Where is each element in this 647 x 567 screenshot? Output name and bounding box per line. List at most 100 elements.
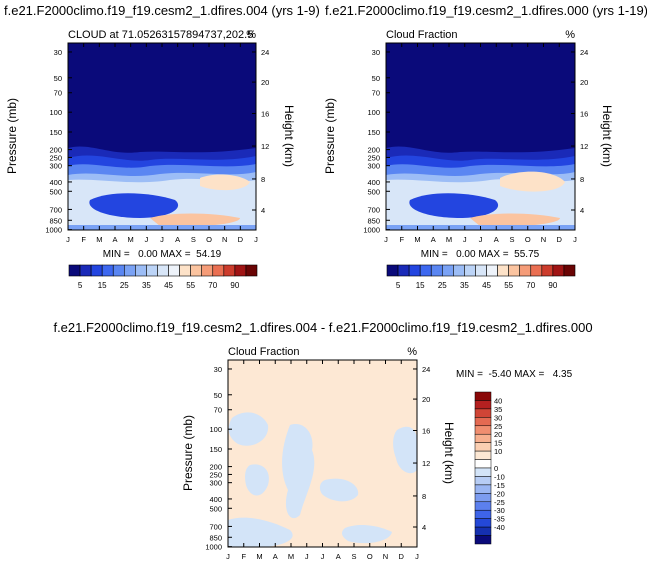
panel-3-colorbar-label: 20 (494, 430, 502, 439)
panel-3: f.e21.F2000climo.f19_f19.cesm2_1.dfires.… (53, 320, 592, 561)
panel-3-height-tick-label: 4 (422, 523, 426, 532)
panel-2-x-tick-label: M (414, 235, 420, 244)
panel-3-colorbar-swatch (474, 391, 492, 401)
panel-2-blob-upper (500, 171, 565, 192)
panel-2-left-label: Cloud Fraction (386, 29, 458, 41)
panel-1-ylabel-right: Height (km) (282, 105, 296, 167)
panel-2-colorbar-swatch (552, 264, 565, 277)
panel-1-colorbar-swatch (135, 264, 147, 277)
panel-2-height-tick-label: 24 (580, 48, 588, 57)
panel-3-colorbar-label: 30 (494, 413, 502, 422)
panel-1-y-tick-label: 200 (49, 146, 62, 155)
panel-3-colorbar-label: 15 (494, 439, 502, 448)
panel-2-colorbar: 5 15 25 35 45 55 70 90 (386, 264, 576, 290)
panel-1-x-tick-label: M (96, 235, 102, 244)
panel-2-y-tick-label: 250 (367, 153, 380, 162)
panel-1-y-tick-label: 500 (49, 187, 62, 196)
panel-1-title: f.e21.F2000climo.f19_f19.cesm2_1.dfires.… (4, 3, 320, 18)
panel-3-y-tick-label: 1000 (205, 543, 222, 552)
panel-3-field (228, 360, 417, 547)
panel-1-y-tick-label: 1000 (45, 226, 62, 235)
panel-1-x-tick-label: S (191, 235, 196, 244)
panel-1-colorbar-swatch (223, 264, 236, 277)
panel-3-colorbar-label: -10 (494, 472, 505, 481)
panel-3-x-tick-label: D (399, 552, 405, 561)
panel-1-colorbar-swatch (79, 264, 92, 277)
panel-3-neg-f (228, 517, 293, 547)
panel-3-colorbar-label: -20 (494, 489, 505, 498)
panel-2-height-ticks: 24 20 16 12 8 4 (571, 48, 588, 215)
panel-1-colorbar-swatch (157, 264, 169, 277)
panel-3-colorbar-label: -35 (494, 515, 505, 524)
panel-3-colorbar-swatch (474, 509, 492, 519)
panel-1-left-label: CLOUD at 71.05263157894737,202.5 (68, 29, 253, 41)
panel-3-colorbar-label: 25 (494, 422, 502, 431)
panel-2-x-tick-label: D (557, 235, 563, 244)
panel-3-title: f.e21.F2000climo.f19_f19.cesm2_1.dfires.… (53, 320, 592, 335)
panel-3-colorbar-swatch (474, 459, 492, 469)
panel-3-ylabel: Pressure (mb) (181, 415, 195, 491)
panel-3-y-tick-label: 50 (214, 391, 222, 400)
panel-1-right-label: % (246, 29, 256, 41)
panel-2-y-tick-label: 50 (372, 74, 380, 83)
panel-3-y-tick-label: 30 (214, 365, 222, 374)
panel-2-blob-mid (409, 193, 499, 218)
panel-1-colorbar-swatch (212, 264, 225, 277)
panel-1-x-tick-label: O (206, 235, 212, 244)
panel-1-ylabel: Pressure (mb) (5, 98, 19, 174)
panel-1-x-tick-label: A (175, 235, 180, 244)
panel-1-y-tick-label: 300 (49, 162, 62, 171)
panel-3-colorbar-label: -15 (494, 481, 505, 490)
panel-3-colorbar-swatch (474, 417, 492, 427)
panel-2-x-tick-label: M (446, 235, 452, 244)
panel-3-colorbar-label: 10 (494, 447, 502, 456)
panel-2-title: f.e21.F2000climo.f19_f19.cesm2_1.dfires.… (325, 3, 647, 18)
panel-1-field (68, 43, 256, 230)
panel-2-blob-warm (470, 213, 560, 227)
panel-3-colorbar-swatch (474, 535, 492, 545)
panel-2-colorbar-swatch (441, 264, 454, 277)
panel-1-y-tick-label: 30 (54, 48, 62, 57)
panel-2: f.e21.F2000climo.f19_f19.cesm2_1.dfires.… (323, 3, 647, 290)
panel-2-y-tick-label: 500 (367, 187, 380, 196)
panel-1-colorbar-swatch (112, 264, 125, 277)
panel-2-colorbar-label: 35 (460, 281, 469, 290)
panel-3-x-tick-label: M (288, 552, 294, 561)
panel-1-x-tick-label: J (144, 235, 148, 244)
panel-2-y-tick-label: 850 (367, 216, 380, 225)
panel-1-x-tick-label: J (66, 235, 70, 244)
panel-1-colorbar-swatch (68, 264, 81, 277)
panel-2-colorbar-label: 90 (548, 281, 557, 290)
panel-2-colorbar-label: 15 (416, 281, 425, 290)
panel-2-colorbar-swatch (486, 264, 498, 277)
panel-3-colorbar-swatch (474, 408, 492, 418)
panel-2-y-tick-label: 70 (372, 89, 380, 98)
panel-1-height-tick-label: 8 (261, 175, 265, 184)
panel-3-right-label: % (407, 346, 417, 358)
panel-2-height-tick-label: 20 (580, 78, 588, 87)
panel-2-colorbar-swatch (453, 264, 465, 277)
panel-1-colorbar-swatch (201, 264, 214, 277)
panel-2-x-tick-label: A (431, 235, 436, 244)
panel-3-colorbar-swatch (474, 526, 492, 536)
panel-2-height-tick-label: 12 (580, 142, 588, 151)
panel-2-y-tick-label: 400 (367, 178, 380, 187)
panel-3-colorbar-swatch (474, 442, 492, 452)
panel-1-y-tick-label: 150 (49, 128, 62, 137)
panel-2-y-tick-label: 30 (372, 48, 380, 57)
panel-3-neg-c (393, 426, 417, 474)
panel-3-colorbar-label: 0 (494, 464, 498, 473)
panel-2-colorbar-label: 70 (526, 281, 535, 290)
panel-2-colorbar-swatch (530, 264, 543, 277)
panel-2-x-tick-label: N (541, 235, 546, 244)
panel-2-colorbar-swatch (386, 264, 399, 277)
panel-2-y-tick-label: 300 (367, 162, 380, 171)
panel-3-y-tick-label: 70 (214, 406, 222, 415)
panel-1-stats: MIN = 0.00 MAX = 54.19 (103, 249, 222, 260)
panel-2-height-tick-label: 8 (580, 175, 584, 184)
panel-3-x-tick-label: N (383, 552, 388, 561)
panel-3-x-tick-label: J (321, 552, 325, 561)
